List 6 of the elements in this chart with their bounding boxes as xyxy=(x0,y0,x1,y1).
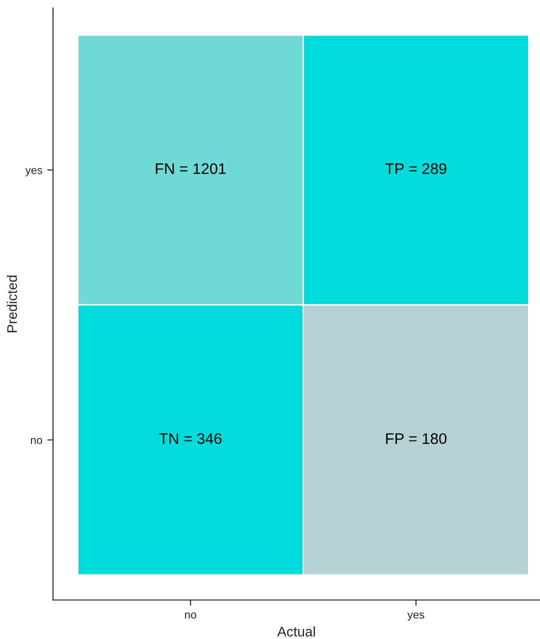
data-label: FP = 180 xyxy=(386,433,446,444)
data-label: TN = 346 xyxy=(159,433,222,444)
x-axis-title: Actual xyxy=(277,626,315,637)
data-label: FN = 1201 xyxy=(156,163,226,174)
data-label: TP = 289 xyxy=(385,163,446,174)
y-axis-title: Predicted xyxy=(6,276,17,332)
